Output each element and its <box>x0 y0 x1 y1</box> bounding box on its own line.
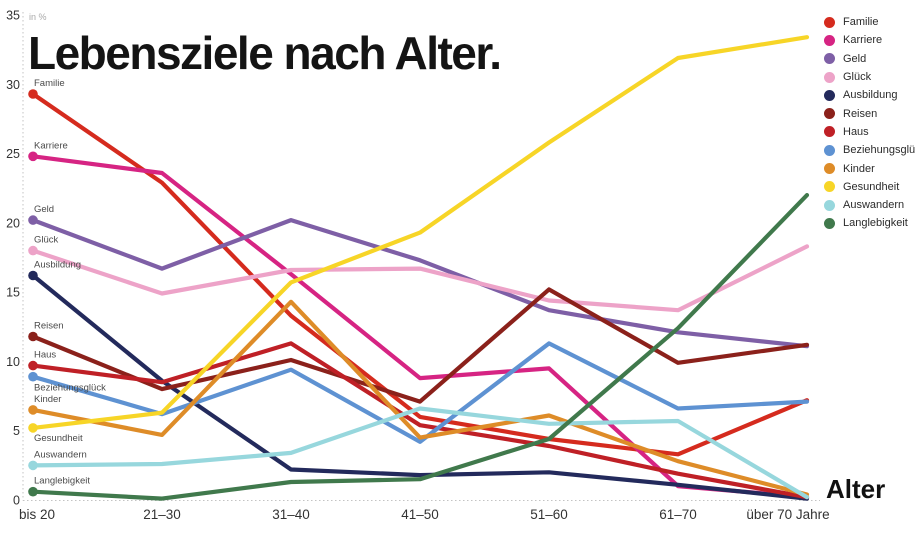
legend-item-karriere: Karriere <box>824 31 915 49</box>
y-tick-label: 10 <box>6 355 20 369</box>
series-start-label: Gesundheit <box>34 433 83 444</box>
legend-label: Reisen <box>843 107 878 120</box>
series-start-dot <box>28 270 38 281</box>
x-tick-label: 31–40 <box>272 507 310 522</box>
series-line-langlebigkeit <box>30 193 810 501</box>
legend-item-gesundheit: Gesundheit <box>824 178 915 196</box>
legend-label: Familie <box>843 16 879 29</box>
legend-item-langlebigkeit: Langlebigkeit <box>824 214 915 232</box>
legend-color-dot <box>824 34 835 46</box>
x-tick-label: bis 20 <box>19 507 55 522</box>
legend-item-familie: Familie <box>824 13 915 31</box>
legend-label: Geld <box>843 52 867 65</box>
y-tick-label: 35 <box>6 9 20 23</box>
legend-color-dot <box>824 126 835 138</box>
legend-label: Ausbildung <box>843 89 898 102</box>
legend-item-reisen: Reisen <box>824 104 915 122</box>
series-line-kinder <box>30 299 810 497</box>
legend-item-haus: Haus <box>824 123 915 141</box>
series-start-dot <box>28 486 38 497</box>
series-start-dot <box>28 371 38 382</box>
legend-label: Karriere <box>843 34 883 47</box>
legend-label: Haus <box>843 125 869 138</box>
series-line-auswandern <box>30 406 810 500</box>
series-start-dot <box>28 360 38 371</box>
legend-color-dot <box>824 217 835 229</box>
y-axis-unit-label: in % <box>29 12 47 22</box>
series-start-label: Auswandern <box>34 449 87 460</box>
series-start-dot <box>28 331 38 342</box>
legend-color-dot <box>824 53 835 65</box>
series-line-glück <box>30 244 810 313</box>
legend-color-dot <box>824 108 835 120</box>
y-tick-label: 25 <box>6 147 20 161</box>
legend-item-geld: Geld <box>824 50 915 68</box>
y-tick-label: 5 <box>13 424 20 438</box>
x-tick-label: 21–30 <box>143 507 181 522</box>
series-start-label: Familie <box>34 78 65 89</box>
series-start-dot <box>28 89 38 99</box>
legend-color-dot <box>824 89 835 101</box>
x-tick-label: 61–70 <box>659 507 697 522</box>
series-start-dot <box>28 405 38 415</box>
legend-label: Beziehungsglück <box>843 144 915 157</box>
x-axis-title: Alter <box>826 474 886 504</box>
series-line-geld <box>30 218 810 349</box>
series-start-label: Kinder <box>34 394 61 405</box>
series-start-dot <box>28 215 38 225</box>
legend-label: Kinder <box>843 162 875 175</box>
series-start-label: Karriere <box>34 140 68 151</box>
series-line-gesundheit <box>30 35 810 430</box>
series-start-label: Haus <box>34 350 56 361</box>
legend-label: Langlebigkeit <box>843 217 908 230</box>
series-line-reisen <box>30 287 810 404</box>
legend-color-dot <box>824 144 835 156</box>
series-start-label: Ausbildung <box>34 260 81 271</box>
y-tick-label: 15 <box>6 286 20 300</box>
x-tick-label: 51–60 <box>530 507 568 522</box>
series-start-label: Beziehungsglück <box>34 383 106 394</box>
series-start-dot <box>28 460 38 471</box>
legend-item-glück: Glück <box>824 68 915 86</box>
series-start-dot <box>28 151 38 162</box>
series-line-karriere <box>30 154 810 500</box>
x-tick-label: 41–50 <box>401 507 439 522</box>
legend-color-dot <box>824 181 835 193</box>
y-tick-label: 20 <box>6 216 20 230</box>
legend-item-auswandern: Auswandern <box>824 196 915 214</box>
y-tick-label: 0 <box>13 494 20 508</box>
legend-label: Auswandern <box>843 199 905 212</box>
series-start-dot <box>28 245 38 256</box>
legend: Familie Karriere Geld Glück Ausbildung Reisen… <box>824 13 915 233</box>
page-title: Lebensziele nach Alter. <box>28 27 502 79</box>
legend-label: Glück <box>843 71 872 84</box>
legend-color-dot <box>824 163 835 175</box>
series-start-label: Geld <box>34 204 54 215</box>
legend-color-dot <box>824 71 835 83</box>
series-start-label: Langlebigkeit <box>34 476 90 487</box>
legend-item-beziehungsglück: Beziehungsglück <box>824 141 915 159</box>
y-tick-label: 30 <box>6 78 20 92</box>
series-start-label: Reisen <box>34 321 64 332</box>
series-line-haus <box>30 341 810 500</box>
legend-label: Gesundheit <box>843 180 900 193</box>
x-tick-label: über 70 Jahre <box>746 507 829 522</box>
legend-item-kinder: Kinder <box>824 159 915 177</box>
series-start-dot <box>28 423 38 433</box>
legend-item-ausbildung: Ausbildung <box>824 86 915 104</box>
series-start-label: Glück <box>34 235 59 246</box>
series-line-familie <box>30 91 810 457</box>
legend-color-dot <box>824 199 835 211</box>
legend-color-dot <box>824 16 835 28</box>
